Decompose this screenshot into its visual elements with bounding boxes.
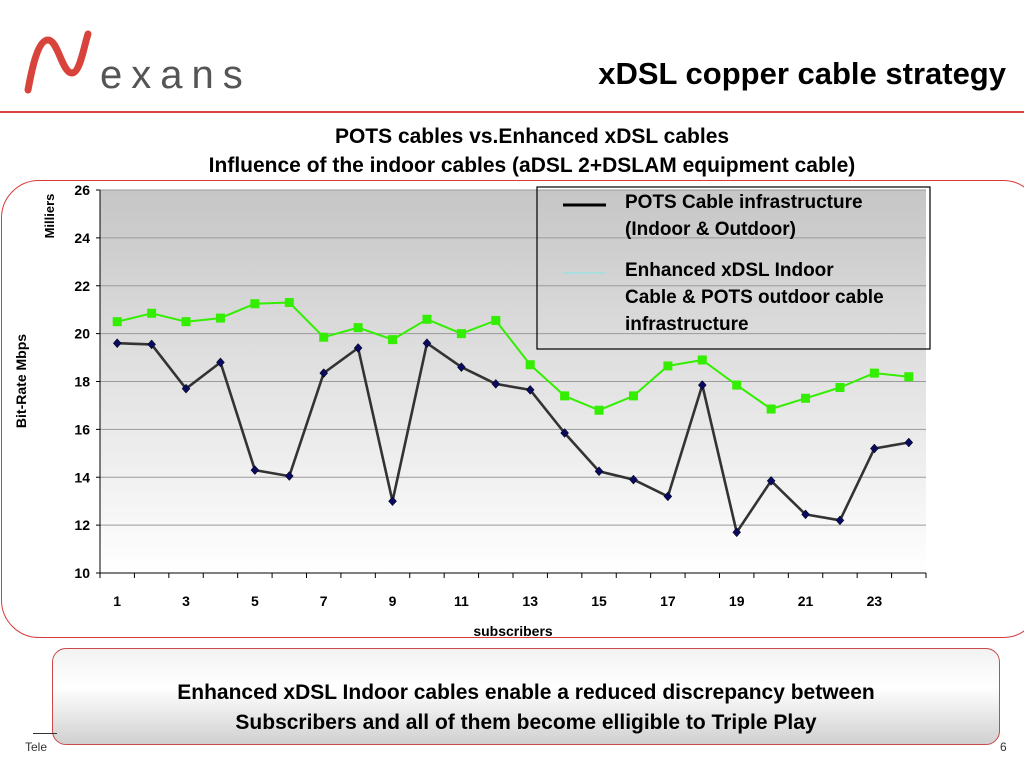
y-tick-label: 12: [74, 517, 90, 533]
data-point-pots: [353, 343, 363, 353]
data-point-pots: [457, 362, 466, 373]
legend-label-pots: (Indoor & Outdoor): [625, 219, 796, 240]
x-axis-label: subscribers: [473, 623, 553, 639]
data-point-pots: [112, 338, 122, 349]
legend-box: [536, 186, 931, 350]
x-tick-label: 19: [729, 593, 745, 609]
data-point-enhanced: [491, 315, 501, 325]
x-tick-label: 5: [251, 593, 259, 609]
legend-label-enhanced: Enhanced xDSL Indoor: [625, 260, 834, 281]
data-point-pots: [147, 339, 156, 350]
x-tick-label: 21: [798, 593, 814, 609]
data-point-enhanced: [388, 335, 398, 345]
chart-subtitle: Influence of the indoor cables (aDSL 2+D…: [208, 154, 856, 177]
data-point-pots: [870, 443, 879, 454]
y-tick-label: 14: [74, 469, 90, 485]
data-point-pots: [594, 466, 604, 477]
y-tick-label: 24: [74, 230, 90, 246]
data-point-pots: [422, 338, 432, 349]
data-point-enhanced: [181, 317, 191, 327]
data-point-enhanced: [422, 314, 432, 324]
logo-wordmark: exans: [100, 53, 252, 97]
data-point-enhanced: [112, 317, 122, 327]
y-axis-unit-label: Milliers: [42, 194, 57, 239]
nexans-logo: exans: [24, 30, 252, 97]
conclusion-callout: Enhanced xDSL Indoor cables enable a red…: [52, 648, 1000, 745]
data-point-pots: [525, 385, 535, 395]
data-point-enhanced: [215, 313, 225, 323]
data-point-pots: [491, 379, 501, 389]
data-point-enhanced: [560, 391, 570, 401]
data-point-enhanced: [525, 360, 535, 370]
data-point-pots: [766, 475, 776, 486]
data-point-pots: [732, 527, 742, 538]
data-point-pots: [835, 515, 845, 526]
x-tick-label: 1: [113, 593, 121, 609]
data-point-pots: [904, 437, 914, 448]
x-tick-label: 7: [320, 593, 328, 609]
y-tick-label: 16: [74, 421, 90, 437]
x-tick-label: 9: [389, 593, 397, 609]
data-point-enhanced: [732, 380, 742, 390]
y-axis-label: Bit-Rate Mbps: [13, 334, 29, 428]
data-point-pots: [284, 471, 294, 481]
y-tick-label: 10: [74, 565, 90, 581]
footer-divider: [33, 733, 57, 734]
chart-outline: [1, 180, 1024, 638]
data-point-enhanced: [353, 323, 363, 333]
y-tick-label: 18: [74, 374, 90, 390]
legend-label-pots: POTS Cable infrastructure: [625, 192, 863, 213]
data-point-enhanced: [697, 355, 707, 365]
data-point-pots: [801, 509, 810, 520]
data-point-enhanced: [663, 361, 673, 371]
data-point-pots: [216, 357, 225, 368]
data-point-pots: [250, 465, 260, 475]
series-line-enhanced: [116, 301, 909, 412]
footer-text: Tele: [25, 740, 48, 754]
data-point-enhanced: [319, 332, 329, 342]
x-tick-label: 11: [454, 593, 469, 609]
data-point-enhanced: [904, 372, 914, 382]
x-tick-label: 23: [867, 593, 883, 609]
data-point-pots: [181, 383, 191, 394]
x-tick-label: 3: [182, 593, 190, 609]
y-tick-label: 26: [74, 182, 90, 198]
x-tick-label: 13: [522, 593, 538, 609]
data-point-enhanced: [594, 405, 604, 415]
page-number: 6: [1000, 740, 1007, 754]
chart-title: POTS cables vs.Enhanced xDSL cables: [334, 125, 730, 148]
data-point-pots: [560, 428, 569, 438]
callout-line-1: Enhanced xDSL Indoor cables enable a red…: [177, 681, 875, 704]
data-point-enhanced: [801, 393, 811, 403]
data-point-enhanced: [456, 329, 466, 339]
y-tick-label: 20: [74, 326, 90, 342]
data-point-enhanced: [766, 404, 776, 414]
x-tick-label: 17: [660, 593, 676, 609]
slide-title: xDSL copper cable strategy: [598, 56, 1006, 91]
data-point-pots: [629, 474, 638, 485]
legend-label-enhanced: Cable & POTS outdoor cable: [625, 287, 884, 308]
series-line-pots: [117, 341, 910, 534]
x-tick-label: 15: [591, 593, 607, 609]
data-point-pots: [697, 380, 707, 390]
data-point-enhanced: [284, 298, 294, 308]
legend-label-enhanced: infrastructure: [625, 314, 749, 335]
callout-line-2: Subscribers and all of them become ellig…: [235, 711, 817, 734]
data-point-pots: [388, 496, 397, 507]
data-point-enhanced: [250, 299, 260, 309]
data-point-pots: [319, 368, 329, 378]
title-divider: [0, 111, 1024, 113]
data-point-pots: [663, 491, 673, 502]
logo-n-mark: [24, 30, 92, 94]
data-point-enhanced: [869, 368, 879, 378]
data-point-enhanced: [628, 391, 638, 401]
y-tick-label: 22: [74, 278, 90, 294]
data-point-enhanced: [835, 382, 845, 392]
data-point-enhanced: [147, 308, 157, 318]
